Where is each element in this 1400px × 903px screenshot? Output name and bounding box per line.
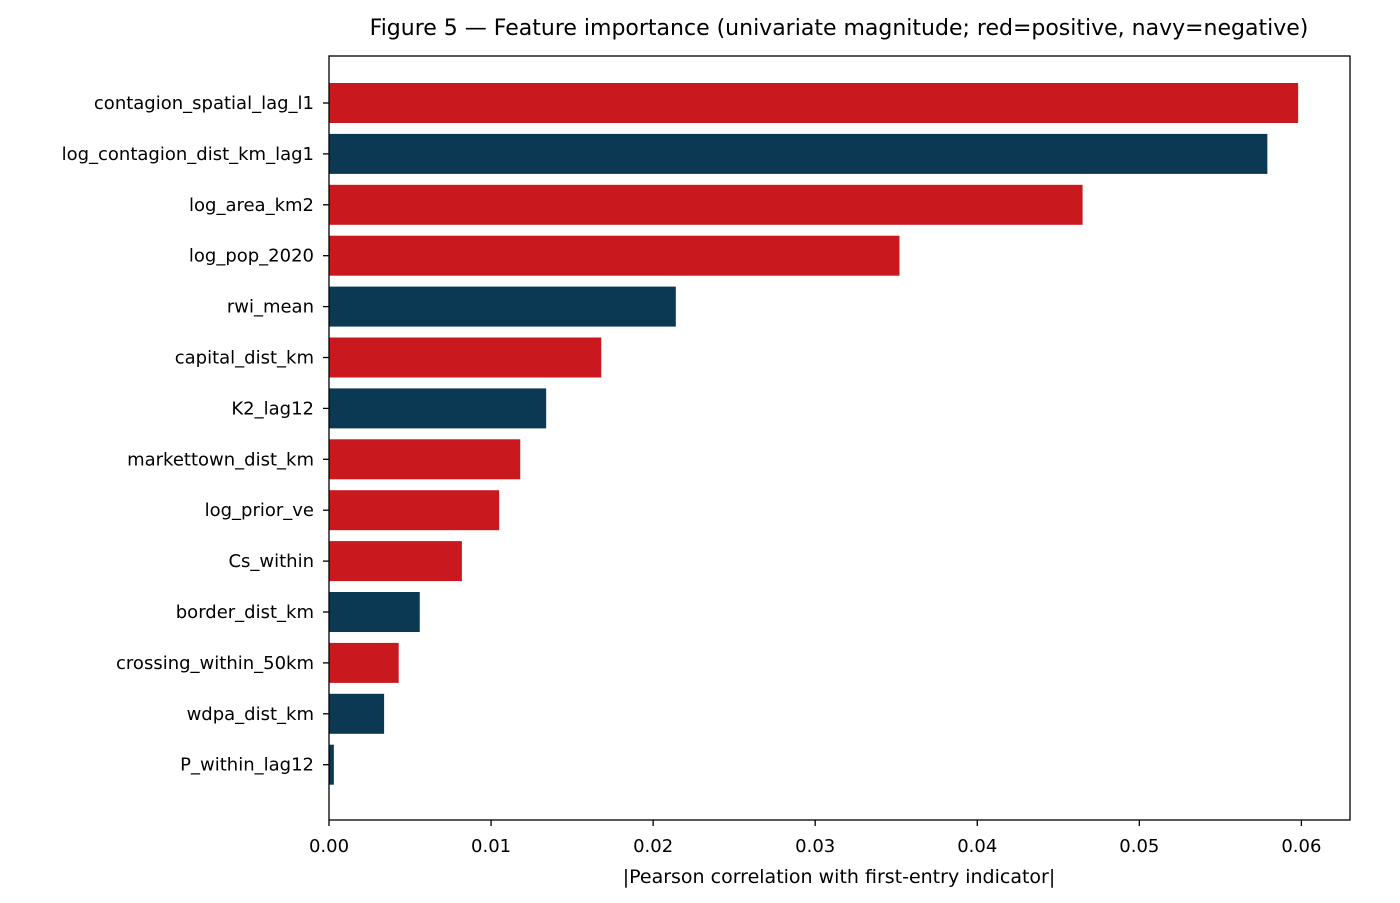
x-tick-label: 0.05 [1119, 836, 1159, 857]
bar-markettown_dist_km [329, 439, 521, 480]
bar-K2_lag12 [329, 388, 547, 429]
x-tick-label: 0.00 [309, 836, 349, 857]
y-tick-label: log_contagion_dist_km_lag1 [62, 144, 314, 165]
bar-border_dist_km [329, 592, 420, 632]
y-tick-label: rwi_mean [227, 297, 314, 318]
y-tick-label: Cs_within [228, 551, 314, 572]
y-tick-label: P_within_lag12 [180, 755, 314, 776]
y-tick-label: wdpa_dist_km [187, 704, 314, 725]
x-axis-label: |Pearson correlation with first-entry in… [623, 866, 1056, 888]
y-tick-label: log_area_km2 [189, 195, 314, 216]
bar-capital_dist_km [329, 337, 602, 378]
bar-log_contagion_dist_km_lag1 [329, 133, 1268, 174]
bar-log_prior_ve [329, 490, 500, 531]
y-tick-label: K2_lag12 [231, 398, 314, 419]
bar-log_area_km2 [329, 184, 1083, 225]
y-tick-label: border_dist_km [176, 602, 314, 623]
y-tick-label: capital_dist_km [175, 348, 314, 369]
chart-title: Figure 5 — Feature importance (univariat… [370, 16, 1309, 41]
y-tick-label: crossing_within_50km [116, 653, 314, 674]
bars-layer [329, 83, 1299, 785]
y-axis-ticks: contagion_spatial_lag_l1 log_contagion_di… [62, 93, 329, 776]
bar-log_pop_2020 [329, 235, 900, 276]
bar-rwi_mean [329, 286, 676, 327]
x-tick-label: 0.03 [795, 836, 835, 857]
bar-P_within_lag12 [329, 744, 334, 785]
bar-Cs_within [329, 541, 462, 582]
bar-crossing_within_50km [329, 642, 399, 683]
x-axis-ticks: 0.00 0.01 0.02 0.03 0.04 0.05 0.06 [309, 820, 1321, 857]
y-tick-label: log_pop_2020 [189, 246, 314, 267]
y-tick-label: contagion_spatial_lag_l1 [94, 93, 314, 114]
y-tick-label: markettown_dist_km [127, 449, 314, 470]
bar-contagion_spatial_lag_l1 [329, 83, 1299, 123]
y-tick-label: log_prior_ve [205, 500, 314, 521]
x-tick-label: 0.02 [633, 836, 673, 857]
x-tick-label: 0.01 [471, 836, 511, 857]
plot-frame [328, 55, 1351, 821]
x-tick-label: 0.04 [957, 836, 997, 857]
x-tick-label: 0.06 [1281, 836, 1321, 857]
bar-wdpa_dist_km [329, 693, 385, 734]
